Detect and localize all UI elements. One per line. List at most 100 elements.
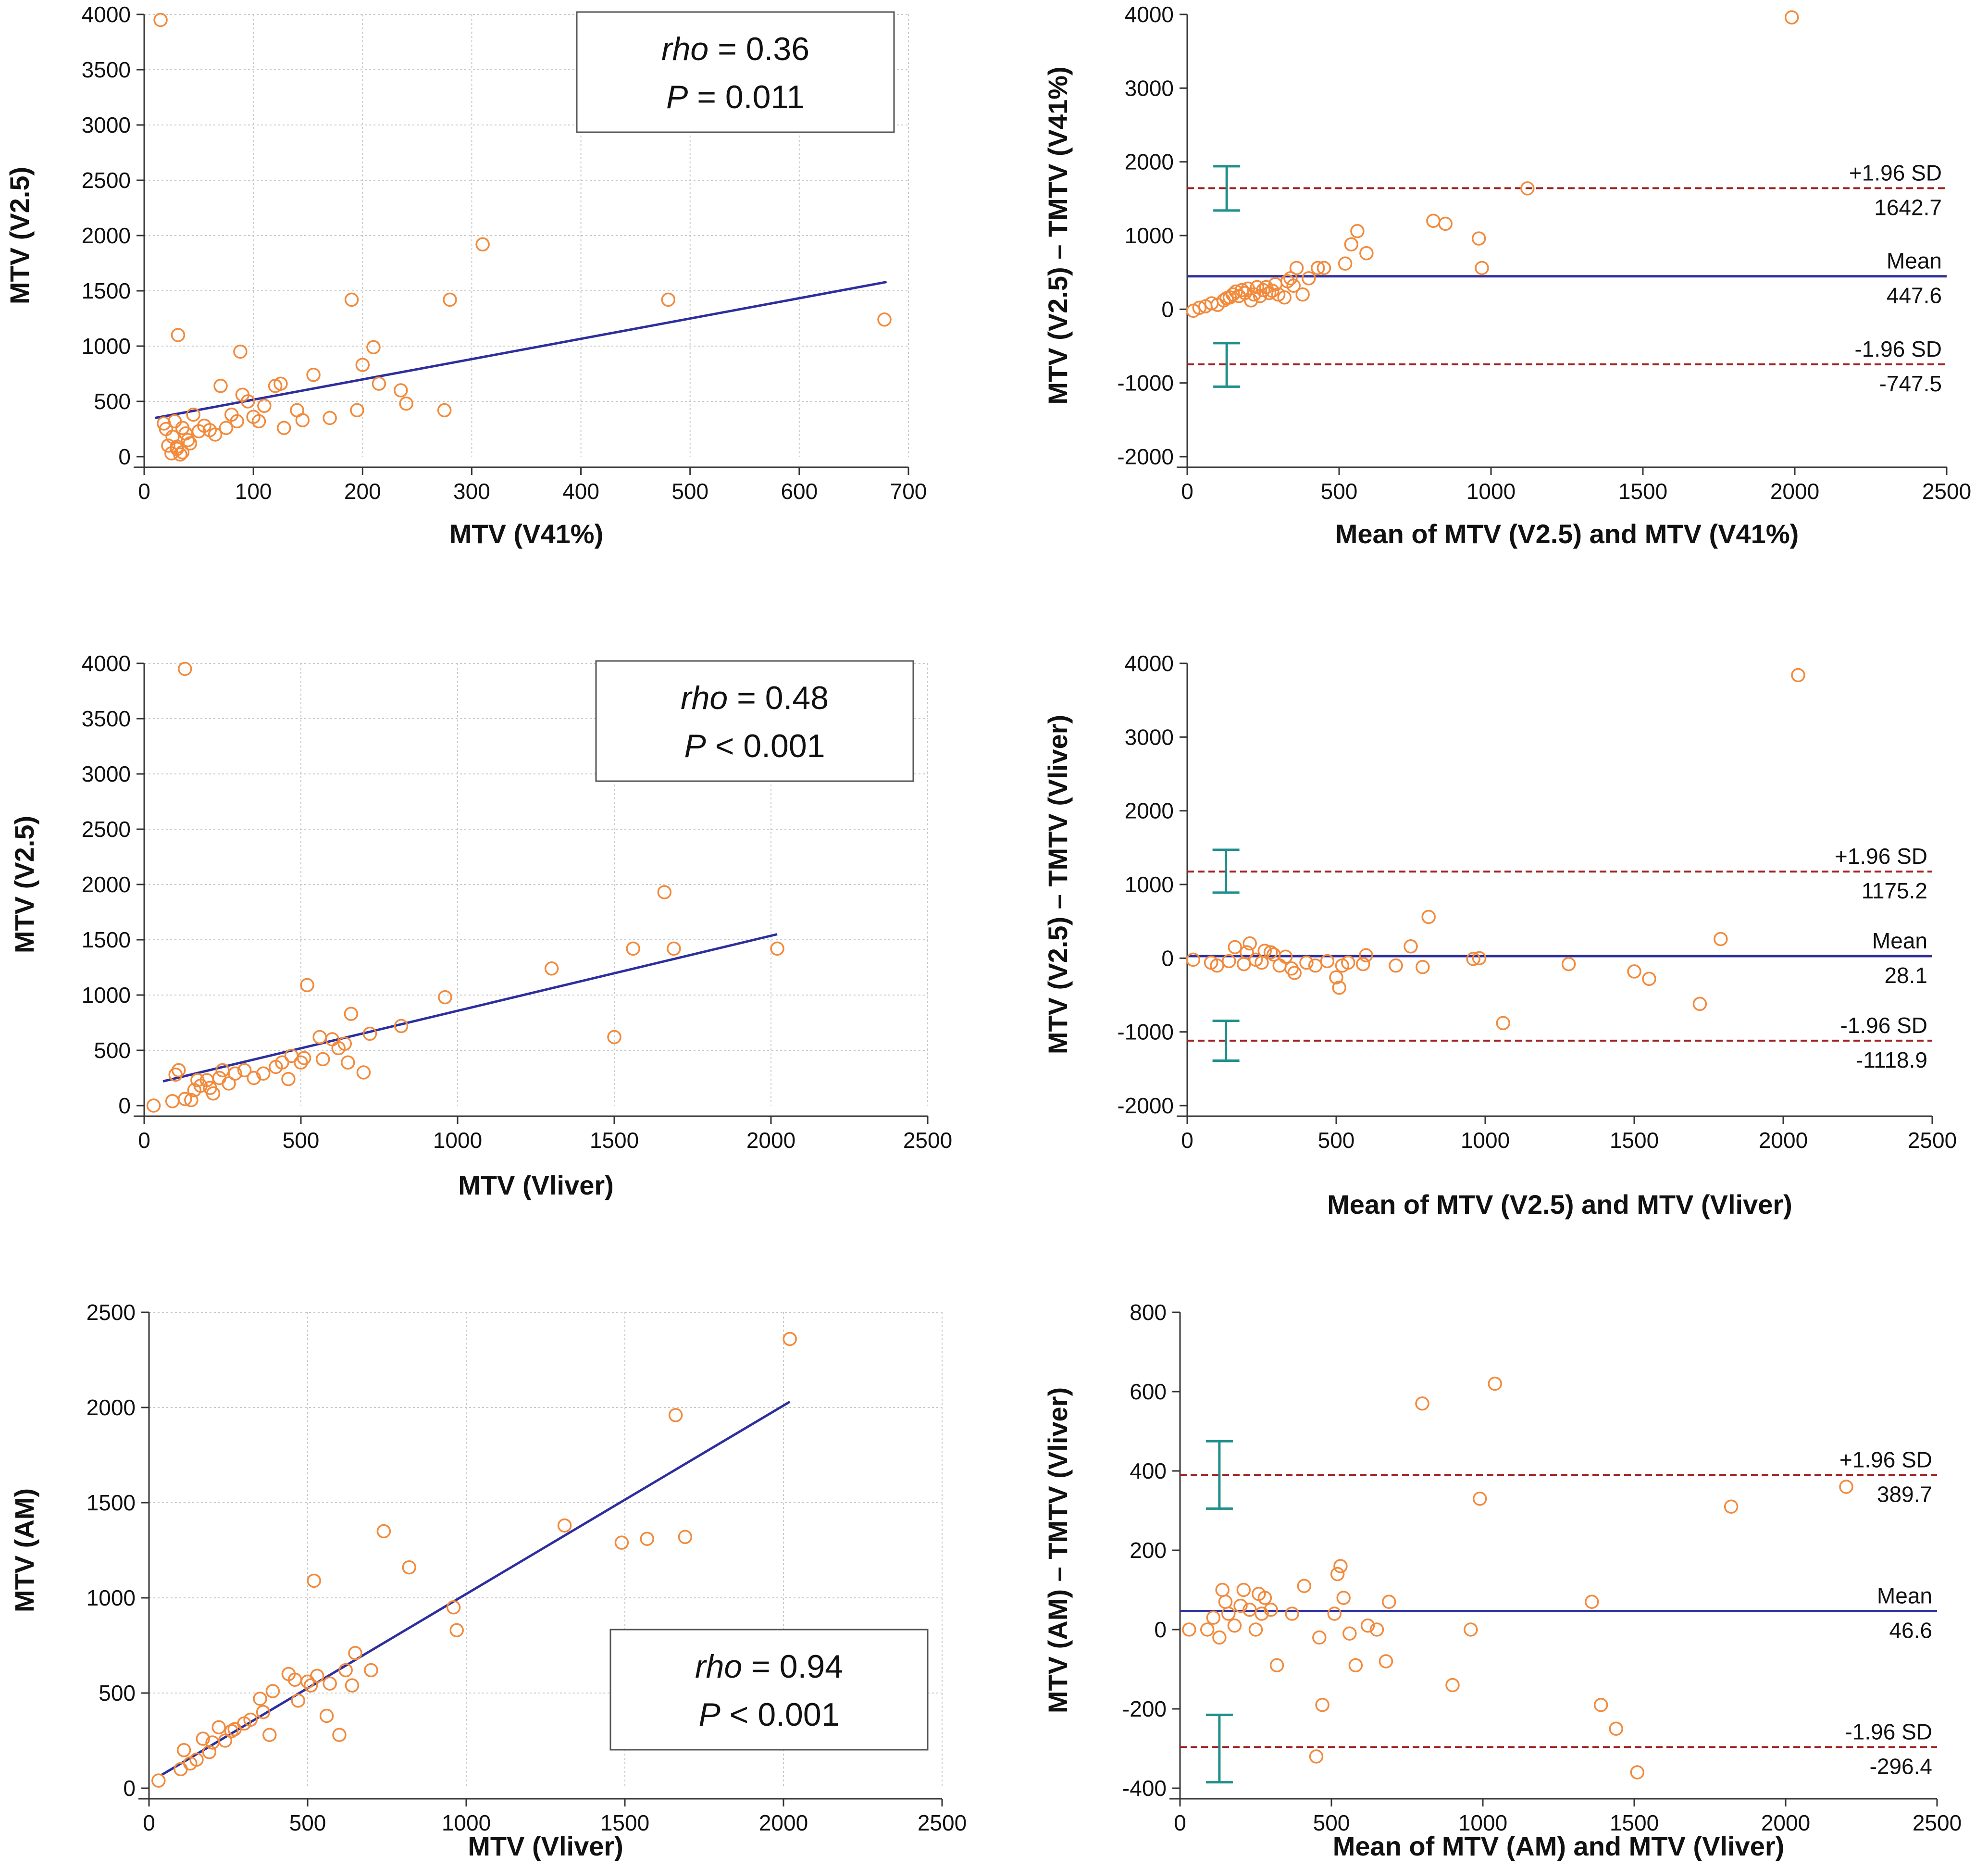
x-tick-label: 1500 [590,1128,639,1153]
rho-text: rho = 0.48 [681,680,829,716]
stats-box [609,1629,929,1751]
chart-panel-bottom-left: 0 500 1000 1500 2000 2500 0 500 1000 1500 2000 2500… [9,1300,967,1861]
data-point [1404,939,1418,954]
p-text: P < 0.001 [684,728,825,764]
data-point [1277,290,1292,305]
data-point [262,1728,277,1742]
chart-panel-top-left: 0 100 200 300 400 500 600 700 0 500 1000 1500 2000 25… [4,2,927,549]
x-tick-label: 0 [143,1810,155,1835]
data-point [173,447,187,462]
x-tick-label: 2500 [1908,1128,1957,1153]
data-point [355,358,370,372]
data-point [640,1532,654,1546]
data-point [176,1743,191,1757]
data-point [332,1728,347,1742]
upper-limit-label: +1.96 SD [1849,160,1942,185]
data-point [307,1573,321,1588]
data-point [1287,966,1302,980]
data-point [276,421,291,435]
data-point [153,12,168,27]
data-point [323,411,337,425]
lower-limit-value: -1118.9 [1856,1047,1927,1072]
data-point [1315,1698,1329,1712]
data-point [168,1067,183,1082]
data-point [1369,1622,1384,1637]
data-point [1472,951,1487,966]
data-point [1302,271,1316,286]
lower-limit-value: -747.5 [1879,371,1942,396]
y-tick-label: 4000 [1125,2,1174,27]
data-point [310,1669,324,1683]
data-point [626,941,640,956]
x-tick-label: 500 [1313,1810,1350,1835]
data-point [1472,1492,1487,1506]
lower-limit-value: -296.4 [1870,1754,1932,1779]
y-tick-label: -1000 [1117,371,1174,396]
y-tick-label: 1000 [82,983,131,1008]
data-point [273,376,288,391]
data-point [300,978,314,993]
data-point [1247,287,1261,302]
y-axis-label: MTV (AM) [9,1488,39,1612]
data-point [1278,949,1293,964]
y-axis-label: MTV (AM) – TMTV (Vliver) [1043,1387,1073,1713]
data-point [275,1055,289,1070]
data-point [1233,1598,1248,1613]
x-tick-label: 2000 [746,1128,795,1153]
data-point [1341,955,1355,970]
data-point [222,1076,236,1091]
data-point [1299,955,1314,970]
data-point [1329,970,1343,984]
data-point [208,427,223,442]
data-point [1320,954,1335,969]
x-tick-label: 0 [1181,1128,1193,1153]
data-point [350,403,364,418]
y-tick-label: 0 [118,444,131,469]
x-tick-label: 2000 [1770,479,1819,504]
x-axis-label: Mean of MTV (V2.5) and MTV (V41%) [1335,519,1799,549]
y-tick-label: 3500 [82,57,131,82]
data-point [668,1408,683,1422]
stats-box [576,11,895,133]
stats-box [595,660,914,782]
data-point [770,941,784,956]
x-tick-label: 500 [289,1810,326,1835]
data-point [213,379,228,393]
data-point [1415,1396,1429,1411]
p-label: P [698,1696,720,1733]
data-point [402,1560,416,1575]
lower-limit-label: -1.96 SD [1840,1013,1927,1038]
data-point [151,1773,166,1788]
data-point [437,403,452,418]
data-point [243,1712,258,1727]
y-tick-label: 500 [94,389,131,414]
x-tick-label: 500 [283,1128,320,1153]
x-tick-label: 2500 [918,1810,967,1835]
y-tick-label: 0 [1161,297,1174,322]
y-tick-label: 800 [1130,1300,1167,1325]
data-point [1724,1499,1739,1514]
x-tick-label: 0 [138,479,150,504]
data-point [295,413,310,427]
data-point [1630,1765,1645,1780]
data-point [171,328,186,342]
data-point [265,1684,280,1698]
chart-panel-bottom-right: 0 500 1000 1500 2000 2500 -400 -200 0 200 400 600 80… [1043,1300,1962,1861]
x-tick-label: 500 [1318,1128,1355,1153]
data-point [1186,952,1201,967]
x-tick-label: 200 [344,479,381,504]
x-tick-label: 1000 [1461,1128,1510,1153]
x-tick-label: 2000 [1761,1810,1810,1835]
data-point [315,1052,330,1067]
upper-limit-label: +1.96 SD [1835,844,1927,869]
x-tick-label: 2500 [1913,1810,1962,1835]
data-point [1342,1626,1357,1641]
x-axis-label: MTV (V41%) [449,519,604,549]
data-point [1714,932,1728,946]
data-point [1496,1016,1510,1031]
x-tick-label: 300 [453,479,490,504]
mean-value: 28.1 [1884,963,1927,988]
data-point [1210,958,1224,973]
data-point [306,368,321,382]
data-point [657,885,672,899]
